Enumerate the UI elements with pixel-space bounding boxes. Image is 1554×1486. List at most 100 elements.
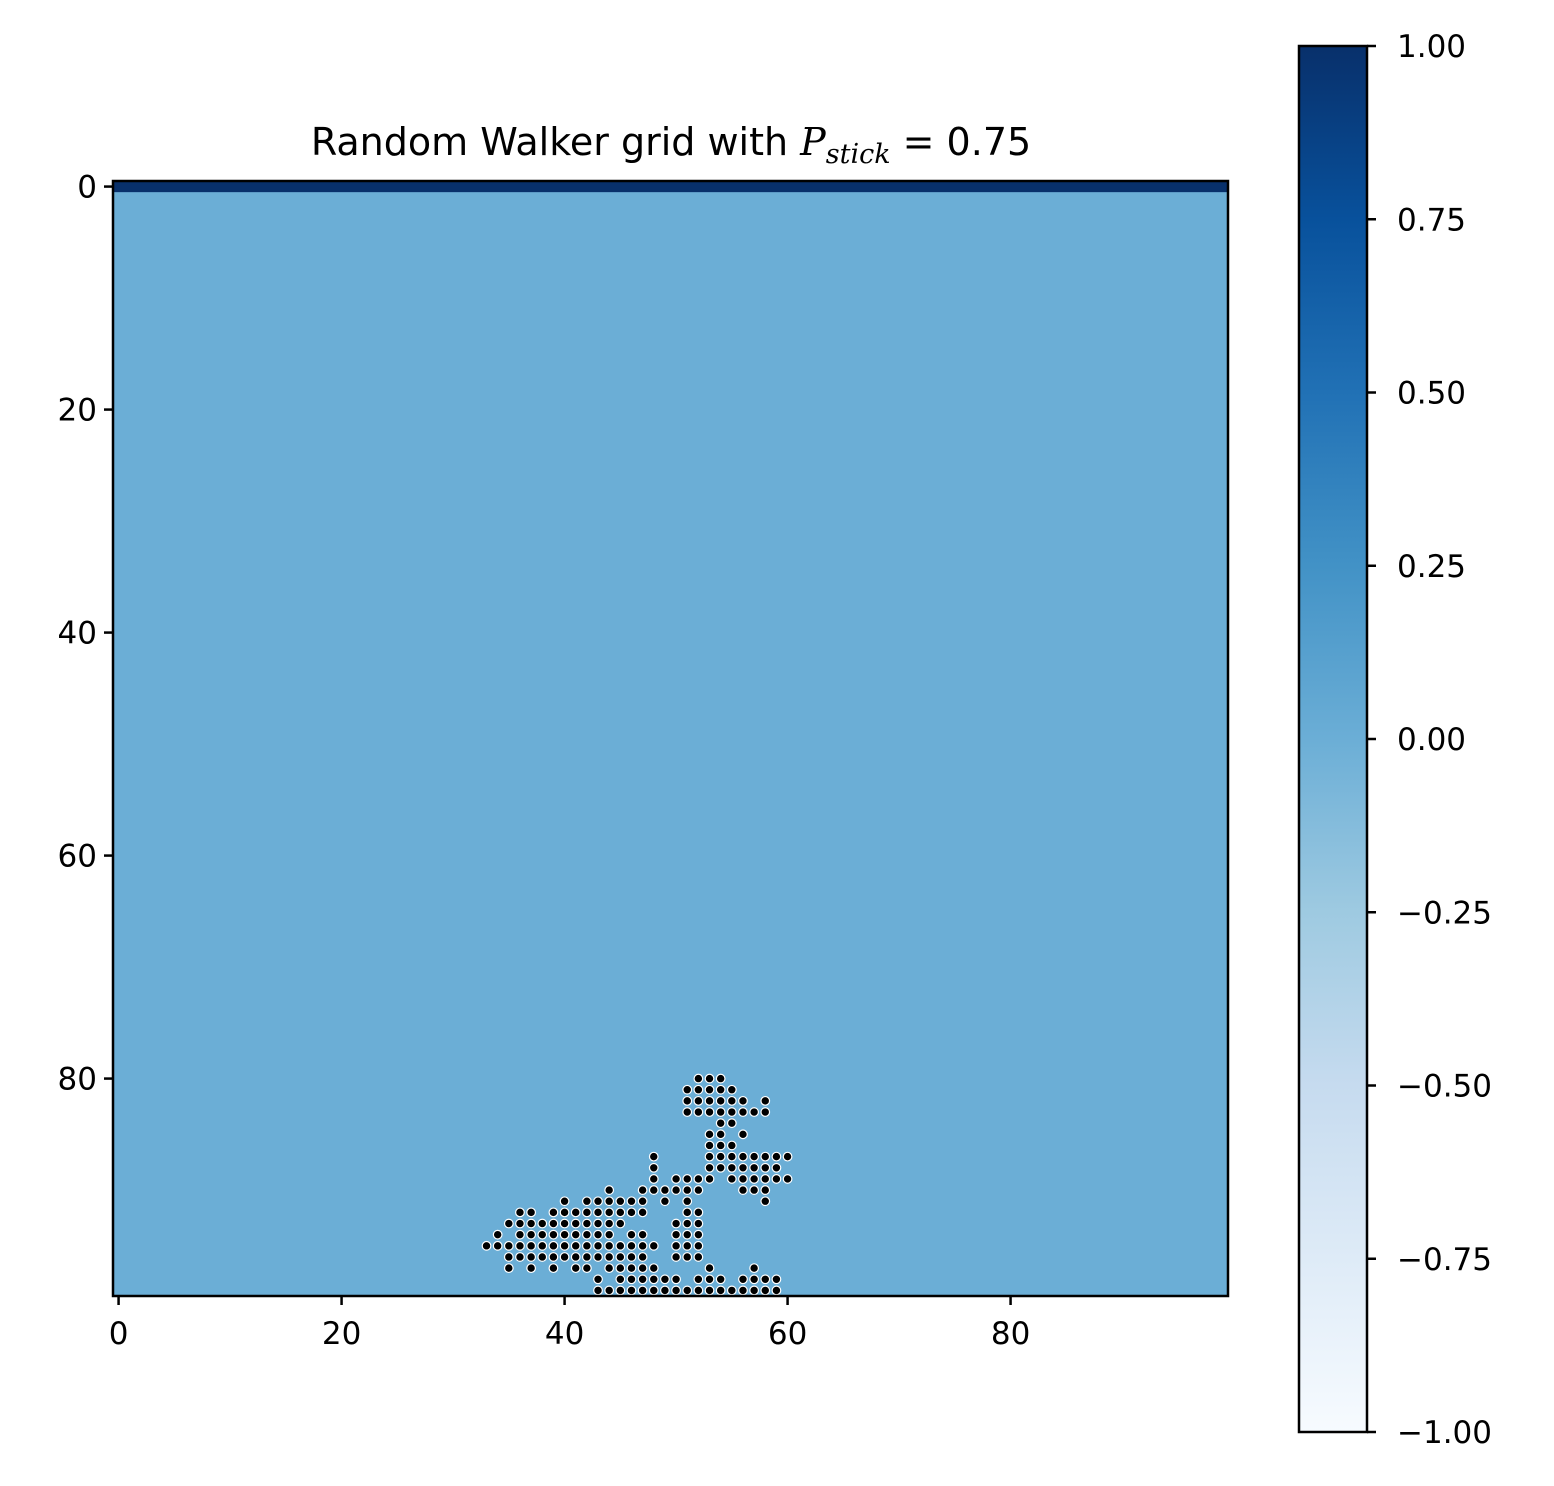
walker-cell-marker xyxy=(615,1263,626,1274)
walker-cell-marker xyxy=(604,1252,615,1262)
colorbar: 1.00 0.75 0.50 0.25 0.00 −0.25 −0.50 −0.75 −1.00 xyxy=(1297,29,1492,1451)
colorbar-tick-label: −1.00 xyxy=(1397,1415,1492,1451)
y-tick-label: 20 xyxy=(58,393,97,429)
walker-cell-marker xyxy=(604,1263,615,1274)
walker-cell-marker xyxy=(771,1285,782,1296)
walker-cell-marker xyxy=(704,1129,715,1140)
walker-cell-marker xyxy=(726,1174,737,1184)
title-symbol: P xyxy=(799,120,827,164)
walker-cell-marker xyxy=(682,1252,693,1262)
walker-cell-marker xyxy=(593,1218,603,1229)
walker-cell-marker xyxy=(715,1151,726,1162)
walker-cell-marker xyxy=(593,1240,603,1251)
walker-cell-marker xyxy=(660,1285,670,1296)
walker-cell-marker xyxy=(604,1207,615,1218)
walker-cell-marker xyxy=(615,1274,626,1285)
walker-cell-marker xyxy=(749,1107,760,1117)
walker-cell-marker xyxy=(726,1084,737,1095)
walker-cell-marker xyxy=(648,1274,659,1285)
walker-cell-marker xyxy=(537,1229,548,1240)
walker-cell-marker xyxy=(693,1174,704,1184)
walker-cell-marker xyxy=(604,1196,615,1207)
walker-cell-marker xyxy=(771,1151,782,1162)
walker-cell-marker xyxy=(503,1263,514,1274)
walker-cell-marker xyxy=(548,1207,559,1218)
walker-cell-marker xyxy=(760,1285,771,1296)
walker-cell-marker xyxy=(526,1207,537,1218)
walker-cell-marker xyxy=(749,1263,760,1274)
walker-cell-marker xyxy=(515,1207,525,1218)
walker-cell-marker xyxy=(593,1285,603,1296)
walker-cell-marker xyxy=(581,1229,592,1240)
walker-cell-marker xyxy=(503,1252,514,1262)
walker-cell-marker xyxy=(693,1073,704,1084)
walker-cell-marker xyxy=(682,1185,693,1195)
walker-cell-marker xyxy=(648,1263,659,1274)
walker-cell-marker xyxy=(515,1252,525,1262)
walker-cell-marker xyxy=(515,1218,525,1229)
walker-cell-marker xyxy=(704,1095,715,1106)
walker-cell-marker xyxy=(526,1218,537,1229)
walker-cell-marker xyxy=(738,1151,748,1162)
walker-cell-marker xyxy=(526,1263,537,1274)
walker-cell-marker xyxy=(526,1252,537,1262)
walker-cell-marker xyxy=(660,1185,670,1195)
walker-cell-marker xyxy=(749,1274,760,1285)
walker-cell-marker xyxy=(671,1218,681,1229)
colorbar-tick-label: 0.50 xyxy=(1397,376,1466,412)
walker-cell-marker xyxy=(626,1285,637,1296)
walker-cell-marker xyxy=(738,1095,748,1106)
walker-cell-marker xyxy=(782,1174,793,1184)
walker-cell-marker xyxy=(637,1185,648,1195)
walker-cell-marker xyxy=(581,1252,592,1262)
walker-cell-marker xyxy=(581,1218,592,1229)
walker-cell-marker xyxy=(548,1229,559,1240)
colorbar-tick-label: 0.75 xyxy=(1397,202,1466,238)
chart-title: Random Walker grid with Pstick = 0.75 xyxy=(311,120,1031,170)
walker-cell-marker xyxy=(503,1240,514,1251)
walker-cells xyxy=(481,1073,793,1296)
walker-cell-marker xyxy=(492,1240,503,1251)
colorbar-tick-label: −0.75 xyxy=(1397,1242,1492,1278)
walker-cell-marker xyxy=(626,1240,637,1251)
y-tick-label: 60 xyxy=(58,839,97,875)
walker-cell-marker xyxy=(671,1240,681,1251)
walker-cell-marker xyxy=(704,1084,715,1095)
walker-cell-marker xyxy=(671,1185,681,1195)
walker-cell-marker xyxy=(604,1185,615,1195)
walker-cell-marker xyxy=(626,1252,637,1262)
walker-cell-marker xyxy=(738,1107,748,1117)
walker-cell-marker xyxy=(559,1207,570,1218)
walker-cell-marker xyxy=(637,1263,648,1274)
walker-cell-marker xyxy=(593,1207,603,1218)
colorbar-gradient xyxy=(1297,44,1369,1434)
walker-cell-marker xyxy=(693,1218,704,1229)
walker-cell-marker xyxy=(760,1185,771,1195)
walker-cell-marker xyxy=(726,1107,737,1117)
walker-cell-marker xyxy=(726,1151,737,1162)
walker-cell-marker xyxy=(726,1118,737,1129)
walker-cell-marker xyxy=(648,1162,659,1173)
walker-cell-marker xyxy=(637,1285,648,1296)
colorbar-tick-label: −0.25 xyxy=(1397,895,1492,931)
x-tick-label: 60 xyxy=(768,1316,807,1352)
walker-cell-marker xyxy=(682,1207,693,1218)
walker-cell-marker xyxy=(637,1229,648,1240)
walker-cell-marker xyxy=(760,1151,771,1162)
walker-cell-marker xyxy=(537,1218,548,1229)
walker-cell-marker xyxy=(648,1185,659,1195)
walker-cell-marker xyxy=(715,1107,726,1117)
walker-cell-marker xyxy=(715,1118,726,1129)
walker-cell-marker xyxy=(648,1174,659,1184)
walker-cell-marker xyxy=(570,1240,581,1251)
walker-cell-marker xyxy=(738,1162,748,1173)
walker-cell-marker xyxy=(682,1095,693,1106)
walker-cell-marker xyxy=(637,1240,648,1251)
walker-cell-marker xyxy=(615,1240,626,1251)
walker-cell-marker xyxy=(537,1252,548,1262)
walker-cell-marker xyxy=(760,1174,771,1184)
walker-cell-marker xyxy=(570,1218,581,1229)
walker-cell-marker xyxy=(693,1240,704,1251)
